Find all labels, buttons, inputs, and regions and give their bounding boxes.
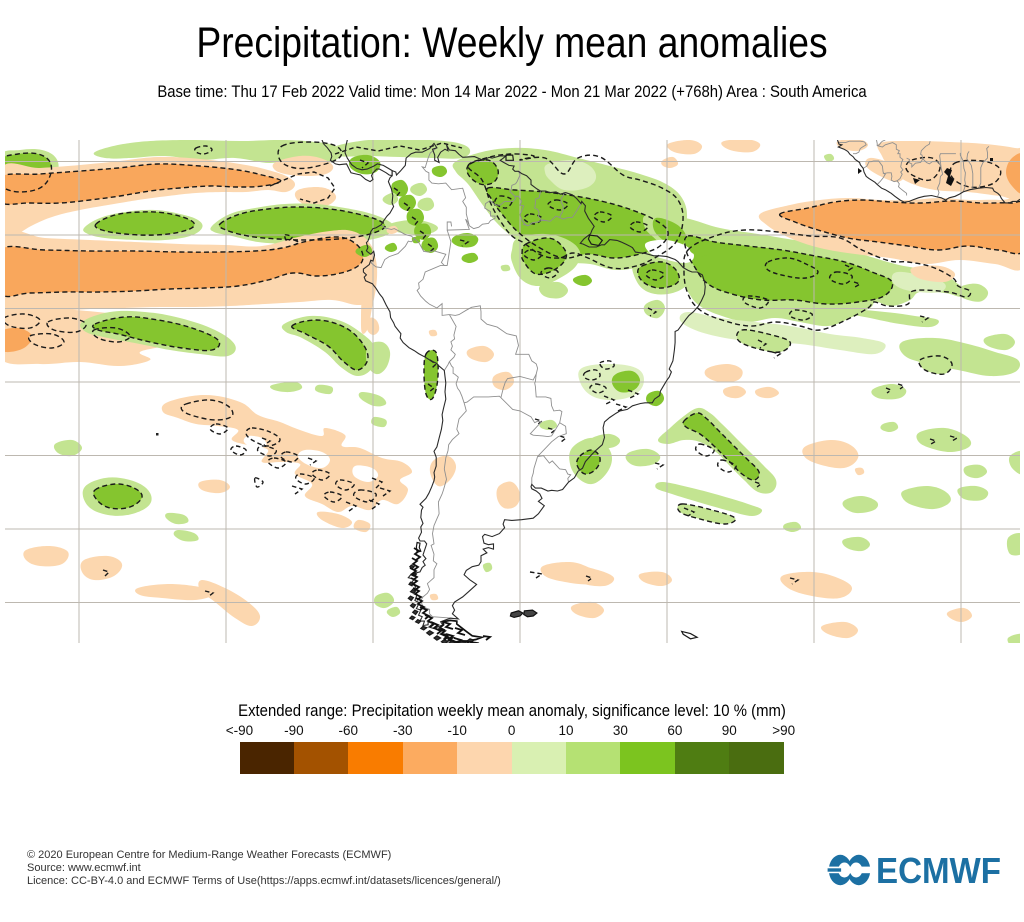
svg-text:ECMWF: ECMWF (876, 850, 1001, 890)
